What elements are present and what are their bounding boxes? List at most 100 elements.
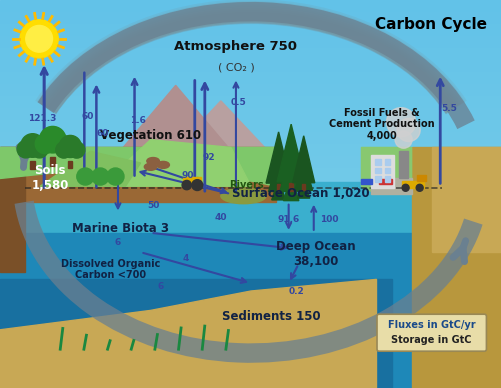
Bar [183,177,200,185]
Bar [0,198,501,204]
Text: Atmosphere 750: Atmosphere 750 [174,40,297,53]
Bar [0,108,501,114]
Bar [384,159,389,165]
Circle shape [77,168,94,185]
Circle shape [182,180,191,190]
Circle shape [51,134,70,154]
Text: Marine Biota 3: Marine Biota 3 [72,222,169,236]
Text: Carbon Cycle: Carbon Cycle [374,17,486,33]
Bar [50,157,55,166]
Text: Surface Ocean 1,020: Surface Ocean 1,020 [232,187,369,200]
Circle shape [31,140,48,158]
Polygon shape [283,177,298,201]
Text: 90: 90 [182,171,194,180]
Bar [0,187,501,192]
Ellipse shape [144,163,156,170]
Circle shape [56,142,72,158]
Bar [0,192,501,198]
Bar [0,18,501,24]
Circle shape [191,180,202,191]
Bar [0,6,501,12]
Bar [375,159,380,165]
Text: Sediments 150: Sediments 150 [221,310,320,323]
Bar [0,229,501,234]
Bar [0,162,501,168]
Polygon shape [271,179,285,200]
Circle shape [394,131,411,148]
Text: Dissolved Organic
Carbon <700: Dissolved Organic Carbon <700 [61,259,160,281]
Ellipse shape [156,161,169,168]
Text: 1.6: 1.6 [130,116,146,125]
Polygon shape [361,147,411,194]
Bar [302,184,305,190]
Circle shape [401,184,408,191]
Polygon shape [90,85,261,186]
Bar [0,233,441,388]
Bar [0,180,501,187]
Polygon shape [0,147,25,272]
Bar [0,78,501,84]
Text: 6: 6 [157,282,163,291]
Text: 60: 60 [82,112,94,121]
Text: ( CO₂ ): ( CO₂ ) [217,63,254,73]
Bar [68,161,72,168]
Text: 60: 60 [97,129,109,139]
Text: 6: 6 [115,238,121,247]
Bar [0,84,501,90]
Polygon shape [0,147,276,186]
Circle shape [40,126,66,153]
Bar [0,72,501,78]
Circle shape [386,108,415,137]
Text: Fossil Fuels &
Cement Production
4,000: Fossil Fuels & Cement Production 4,000 [328,107,433,141]
Text: 92: 92 [201,152,214,162]
Text: 121.3: 121.3 [29,114,57,123]
Circle shape [59,135,81,158]
Polygon shape [431,147,501,252]
Bar [416,175,425,181]
Bar [398,151,407,178]
Text: 5.5: 5.5 [440,104,456,113]
Ellipse shape [220,188,266,204]
Bar [0,66,501,72]
Polygon shape [140,101,301,186]
Bar [0,139,501,144]
Bar [277,184,280,191]
Bar [371,155,393,188]
Text: 0.5: 0.5 [230,98,246,107]
Polygon shape [0,147,276,202]
Bar [0,234,501,241]
Bar [0,0,501,6]
Bar [0,175,501,180]
Circle shape [21,134,44,157]
Bar [375,168,380,173]
Polygon shape [280,152,302,191]
Bar [0,30,501,36]
Circle shape [415,184,422,191]
Bar [0,12,501,18]
Bar [0,204,501,210]
Bar [0,222,501,229]
Bar [0,60,501,66]
Bar [0,48,501,54]
Polygon shape [277,124,305,182]
Circle shape [69,142,85,158]
Text: 91.6: 91.6 [277,215,299,224]
Polygon shape [294,158,312,191]
Bar [31,161,35,169]
Text: Deep Ocean
38,100: Deep Ocean 38,100 [276,240,355,268]
Bar [0,156,501,162]
Circle shape [20,20,58,58]
Text: Rivers: Rivers [228,180,263,191]
Bar [0,144,501,150]
Bar [0,24,501,30]
Bar [0,90,501,96]
Circle shape [92,168,109,185]
FancyBboxPatch shape [376,314,485,351]
Polygon shape [371,178,411,194]
Bar [361,179,372,184]
Ellipse shape [146,158,159,165]
Circle shape [26,26,53,52]
Bar [0,42,501,48]
Bar [0,102,501,108]
Bar [289,183,292,191]
